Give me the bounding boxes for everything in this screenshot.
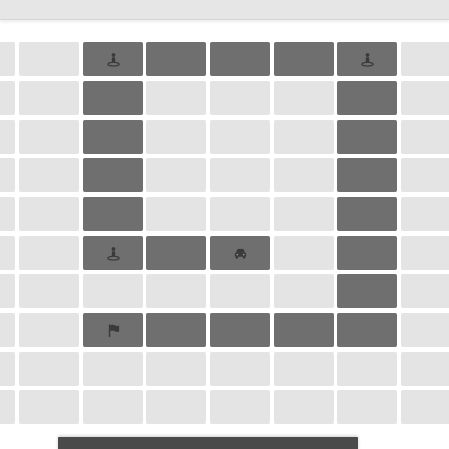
person-pin-icon xyxy=(106,246,121,261)
empty-tile[interactable] xyxy=(274,274,334,308)
empty-tile[interactable] xyxy=(401,158,449,192)
empty-tile[interactable] xyxy=(146,197,206,231)
empty-tile[interactable] xyxy=(210,274,270,308)
empty-tile[interactable] xyxy=(19,197,79,231)
path-tile[interactable] xyxy=(83,197,143,231)
path-tile[interactable] xyxy=(83,81,143,115)
flag-icon xyxy=(106,323,121,338)
empty-tile[interactable] xyxy=(210,352,270,386)
empty-tile[interactable] xyxy=(401,81,449,115)
empty-tile[interactable] xyxy=(0,197,15,231)
path-tile[interactable] xyxy=(146,236,206,270)
empty-tile[interactable] xyxy=(210,197,270,231)
empty-tile[interactable] xyxy=(210,81,270,115)
path-tile[interactable] xyxy=(210,236,270,270)
path-tile[interactable] xyxy=(83,42,143,76)
empty-tile[interactable] xyxy=(0,120,15,154)
path-tile[interactable] xyxy=(337,158,397,192)
empty-tile[interactable] xyxy=(401,274,449,308)
empty-tile[interactable] xyxy=(0,274,15,308)
empty-tile[interactable] xyxy=(146,352,206,386)
empty-tile[interactable] xyxy=(19,352,79,386)
empty-tile[interactable] xyxy=(19,158,79,192)
empty-tile[interactable] xyxy=(337,390,397,424)
empty-tile[interactable] xyxy=(210,120,270,154)
empty-tile[interactable] xyxy=(19,236,79,270)
path-tile[interactable] xyxy=(337,236,397,270)
path-tile[interactable] xyxy=(337,313,397,347)
path-tile[interactable] xyxy=(274,313,334,347)
empty-tile[interactable] xyxy=(19,274,79,308)
path-tile[interactable] xyxy=(337,197,397,231)
path-tile[interactable] xyxy=(146,42,206,76)
empty-tile[interactable] xyxy=(19,120,79,154)
path-tile[interactable] xyxy=(210,313,270,347)
empty-tile[interactable] xyxy=(146,274,206,308)
empty-tile[interactable] xyxy=(274,236,334,270)
empty-tile[interactable] xyxy=(0,236,15,270)
path-tile[interactable] xyxy=(83,158,143,192)
empty-tile[interactable] xyxy=(0,42,15,76)
path-tile[interactable] xyxy=(83,236,143,270)
empty-tile[interactable] xyxy=(0,81,15,115)
empty-tile[interactable] xyxy=(0,158,15,192)
empty-tile[interactable] xyxy=(274,81,334,115)
path-tile[interactable] xyxy=(146,313,206,347)
path-tile[interactable] xyxy=(337,120,397,154)
empty-tile[interactable] xyxy=(0,390,15,424)
empty-tile[interactable] xyxy=(274,197,334,231)
empty-tile[interactable] xyxy=(401,390,449,424)
empty-tile[interactable] xyxy=(83,274,143,308)
empty-tile[interactable] xyxy=(19,42,79,76)
person-pin-icon xyxy=(360,52,375,67)
empty-tile[interactable] xyxy=(274,158,334,192)
top-bar xyxy=(0,0,449,20)
empty-tile[interactable] xyxy=(146,120,206,154)
empty-tile[interactable] xyxy=(401,352,449,386)
empty-tile[interactable] xyxy=(146,81,206,115)
empty-tile[interactable] xyxy=(210,158,270,192)
empty-tile[interactable] xyxy=(274,120,334,154)
empty-tile[interactable] xyxy=(19,313,79,347)
empty-tile[interactable] xyxy=(401,120,449,154)
empty-tile[interactable] xyxy=(337,352,397,386)
empty-tile[interactable] xyxy=(83,352,143,386)
empty-tile[interactable] xyxy=(274,352,334,386)
empty-tile[interactable] xyxy=(401,197,449,231)
bottom-panel xyxy=(58,437,358,449)
empty-tile[interactable] xyxy=(0,352,15,386)
path-tile[interactable] xyxy=(210,42,270,76)
empty-tile[interactable] xyxy=(0,313,15,347)
empty-tile[interactable] xyxy=(401,236,449,270)
path-tile[interactable] xyxy=(83,313,143,347)
path-tile[interactable] xyxy=(83,120,143,154)
empty-tile[interactable] xyxy=(83,390,143,424)
empty-tile[interactable] xyxy=(146,158,206,192)
empty-tile[interactable] xyxy=(210,390,270,424)
empty-tile[interactable] xyxy=(146,390,206,424)
path-tile[interactable] xyxy=(337,274,397,308)
path-tile[interactable] xyxy=(274,42,334,76)
empty-tile[interactable] xyxy=(19,390,79,424)
path-tile[interactable] xyxy=(337,42,397,76)
person-pin-icon xyxy=(106,52,121,67)
empty-tile[interactable] xyxy=(19,81,79,115)
empty-tile[interactable] xyxy=(274,390,334,424)
path-tile[interactable] xyxy=(337,81,397,115)
empty-tile[interactable] xyxy=(401,42,449,76)
car-icon xyxy=(233,246,248,261)
empty-tile[interactable] xyxy=(401,313,449,347)
